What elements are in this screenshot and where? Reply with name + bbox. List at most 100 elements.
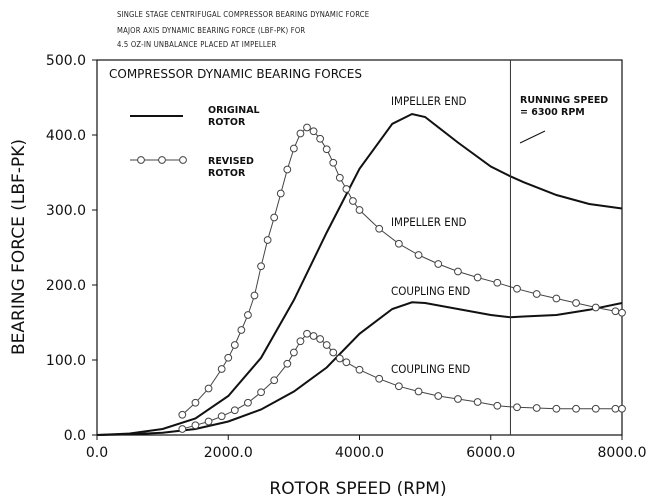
label-revised-coupling-end: COUPLING END	[391, 362, 470, 376]
data-point-revised-rotor-coupling-end	[355, 365, 364, 374]
data-point-revised-rotor-coupling-end	[342, 358, 351, 367]
data-point-revised-rotor-impeller-end	[473, 273, 482, 282]
series-lines	[96, 112, 623, 436]
data-point-revised-rotor-impeller-end	[191, 398, 200, 407]
data-point-revised-rotor-impeller-end	[532, 290, 541, 298]
label-original-coupling-end: COUPLING END	[391, 284, 470, 298]
data-point-revised-rotor-impeller-end	[572, 299, 580, 307]
y-axis-label: BEARING FORCE (LBF-PK)	[9, 139, 29, 355]
data-point-revised-rotor-coupling-end	[322, 341, 331, 349]
y-tick-label: 500.0	[46, 53, 86, 69]
data-point-revised-rotor-coupling-end	[204, 417, 213, 426]
data-point-revised-rotor-coupling-end	[572, 404, 580, 413]
data-point-revised-rotor-impeller-end	[322, 145, 331, 154]
data-point-revised-rotor-impeller-end	[454, 267, 462, 276]
data-point-revised-rotor-impeller-end	[204, 384, 213, 393]
running-speed-arrow	[519, 130, 546, 144]
data-point-revised-rotor-impeller-end	[349, 197, 357, 205]
y-tick-label: 300.0	[46, 203, 86, 219]
data-point-revised-rotor-impeller-end	[309, 127, 318, 136]
legend-revised-marker-3	[179, 156, 187, 164]
y-tick-label: 200.0	[46, 278, 86, 294]
series-markers	[178, 123, 626, 433]
data-point-revised-rotor-coupling-end	[454, 395, 462, 403]
x-tick-label: 6000.0	[466, 445, 515, 461]
data-point-revised-rotor-coupling-end	[270, 376, 279, 385]
data-point-revised-rotor-impeller-end	[217, 365, 226, 373]
data-point-revised-rotor-coupling-end	[532, 404, 541, 412]
running-speed-label-2: = 6300 RPM	[520, 107, 585, 118]
data-point-revised-rotor-impeller-end	[257, 262, 265, 271]
data-point-revised-rotor-impeller-end	[493, 278, 502, 287]
chart-header-line-1: SINGLE STAGE CENTRIFUGAL COMPRESSOR BEAR…	[117, 10, 370, 19]
data-point-revised-rotor-impeller-end	[316, 134, 325, 143]
data-point-revised-rotor-impeller-end	[289, 144, 298, 153]
chart-title: COMPRESSOR DYNAMIC BEARING FORCES	[109, 67, 362, 81]
data-point-revised-rotor-impeller-end	[342, 185, 351, 193]
data-point-revised-rotor-impeller-end	[283, 165, 292, 174]
data-point-revised-rotor-impeller-end	[335, 173, 344, 182]
data-point-revised-rotor-coupling-end	[493, 401, 502, 410]
data-point-revised-rotor-coupling-end	[303, 329, 311, 338]
data-point-revised-rotor-coupling-end	[283, 359, 292, 368]
y-tick-label: 400.0	[46, 128, 86, 144]
y-tick-label: 0.0	[64, 428, 86, 444]
data-point-revised-rotor-impeller-end	[355, 206, 364, 214]
data-point-revised-rotor-coupling-end	[178, 425, 187, 433]
data-point-revised-rotor-coupling-end	[257, 388, 265, 397]
data-point-revised-rotor-coupling-end	[309, 332, 318, 340]
running-speed-label-1: RUNNING SPEED	[520, 95, 608, 106]
legend-revised-marker-1	[137, 156, 145, 164]
data-point-revised-rotor-impeller-end	[263, 236, 272, 244]
data-point-revised-rotor-impeller-end	[618, 308, 626, 317]
data-point-revised-rotor-impeller-end	[329, 158, 338, 167]
x-tick-label: 4000.0	[335, 445, 384, 461]
data-point-revised-rotor-impeller-end	[224, 353, 233, 362]
data-point-revised-rotor-coupling-end	[552, 404, 561, 413]
data-point-revised-rotor-coupling-end	[316, 335, 325, 343]
data-point-revised-rotor-coupling-end	[191, 421, 200, 430]
x-tick-label: 0.0	[86, 445, 108, 461]
data-point-revised-rotor-impeller-end	[178, 410, 187, 419]
data-point-revised-rotor-coupling-end	[230, 406, 239, 415]
x-tick-label: 8000.0	[598, 445, 647, 461]
data-point-revised-rotor-coupling-end	[618, 404, 626, 413]
data-point-revised-rotor-coupling-end	[591, 404, 600, 413]
data-point-revised-rotor-impeller-end	[237, 326, 246, 334]
chart-header-line-3: 4.5 OZ-IN UNBALANCE PLACED AT IMPELLER	[117, 40, 277, 49]
data-point-revised-rotor-impeller-end	[276, 189, 285, 198]
data-point-revised-rotor-coupling-end	[434, 392, 443, 400]
data-point-revised-rotor-impeller-end	[552, 294, 561, 303]
data-point-revised-rotor-impeller-end	[250, 291, 259, 300]
data-point-revised-rotor-coupling-end	[217, 412, 226, 421]
data-point-revised-rotor-impeller-end	[394, 239, 403, 248]
data-point-revised-rotor-coupling-end	[611, 404, 620, 413]
data-point-revised-rotor-impeller-end	[270, 213, 279, 222]
legend-revised-label-1: REVISED	[208, 156, 254, 167]
data-point-revised-rotor-coupling-end	[375, 374, 384, 383]
chart-header-line-2: MAJOR AXIS DYNAMIC BEARING FORCE (LBF-PK…	[117, 26, 306, 35]
data-point-revised-rotor-impeller-end	[296, 129, 305, 138]
data-point-revised-rotor-coupling-end	[473, 398, 482, 406]
data-point-revised-rotor-impeller-end	[230, 341, 239, 349]
x-axis-label: ROTOR SPEED (RPM)	[269, 479, 446, 499]
label-original-impeller-end: IMPELLER END	[391, 94, 467, 108]
data-point-revised-rotor-impeller-end	[303, 123, 311, 132]
data-point-revised-rotor-coupling-end	[329, 348, 338, 357]
legend-revised-label-2: ROTOR	[208, 168, 246, 179]
data-point-revised-rotor-coupling-end	[244, 398, 252, 407]
data-point-revised-rotor-impeller-end	[611, 307, 620, 316]
data-point-revised-rotor-impeller-end	[434, 260, 443, 268]
data-point-revised-rotor-coupling-end	[394, 382, 403, 391]
x-tick-label: 2000.0	[204, 445, 253, 461]
series-line-original-rotor-impeller-end	[96, 112, 623, 436]
data-point-revised-rotor-impeller-end	[244, 311, 252, 319]
data-point-revised-rotor-coupling-end	[335, 354, 344, 363]
legend-original-label-2: ROTOR	[208, 117, 246, 128]
data-point-revised-rotor-impeller-end	[375, 224, 384, 233]
data-point-revised-rotor-coupling-end	[513, 403, 521, 412]
data-point-revised-rotor-coupling-end	[414, 387, 423, 396]
y-tick-label: 100.0	[46, 353, 86, 369]
legend-original-label-1: ORIGINAL	[208, 105, 260, 116]
